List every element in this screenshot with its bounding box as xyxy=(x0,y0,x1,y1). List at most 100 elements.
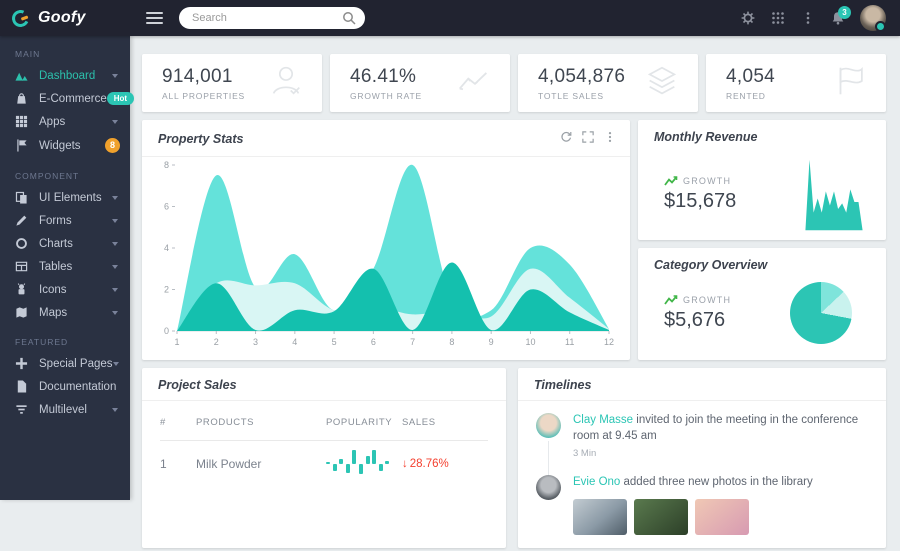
stat-text: 4,054,876 TOTLE SALES xyxy=(538,66,625,101)
chevron-down-icon xyxy=(112,407,118,412)
timeline-item: Evie Ono added three new photos in the l… xyxy=(536,475,868,551)
timeline-body: Evie Ono added three new photos in the l… xyxy=(573,475,813,535)
search-input[interactable] xyxy=(192,12,341,24)
project-sales-title: Project Sales xyxy=(158,378,237,392)
main-content: 914,001 ALL PROPERTIES 46.41% GROWTH RATE 4,… xyxy=(130,36,900,548)
svg-text:9: 9 xyxy=(489,337,494,347)
flagbig-icon xyxy=(830,62,870,105)
category-overview-amount: $5,676 xyxy=(664,308,726,331)
chart-icon xyxy=(15,69,28,82)
svg-text:8: 8 xyxy=(164,160,169,170)
sidebar-item-multilevel[interactable]: Multilevel xyxy=(0,398,130,421)
sidebar-item-tables[interactable]: Tables xyxy=(0,255,130,278)
product-name: Milk Powder xyxy=(196,457,262,471)
notifications-bell-icon[interactable]: 3 xyxy=(830,5,851,26)
chevron-down-icon xyxy=(112,310,118,315)
sidebar-item-apps[interactable]: Apps xyxy=(0,110,130,133)
sidebar-item-maps[interactable]: Maps xyxy=(0,301,130,324)
timeline-avatar xyxy=(536,413,561,438)
growth-label: GROWTH xyxy=(683,175,732,186)
column-header: # xyxy=(160,417,166,428)
menu-toggle-icon[interactable] xyxy=(146,12,163,24)
apps-grid-icon[interactable] xyxy=(770,11,785,26)
growth-label: GROWTH xyxy=(683,294,732,305)
category-overview-card: Category Overview GROWTH $5,676 xyxy=(638,248,886,360)
timeline-text: Evie Ono added three new photos in the l… xyxy=(573,476,813,489)
chevron-down-icon xyxy=(112,73,118,78)
card-menu-kebab-icon[interactable] xyxy=(604,130,616,148)
bag-icon xyxy=(15,92,28,105)
topbar: Goofy 3 xyxy=(0,0,900,36)
timeline-text: Clay Masse invited to join the meeting i… xyxy=(573,414,859,442)
refresh-icon[interactable] xyxy=(560,130,572,148)
stat-cards-row: 914,001 ALL PROPERTIES 46.41% GROWTH RATE 4,… xyxy=(142,54,886,112)
popularity-sparkline xyxy=(326,446,396,482)
settings-gear-icon[interactable] xyxy=(740,11,755,26)
expand-icon[interactable] xyxy=(582,130,594,148)
photo-thumbnail[interactable] xyxy=(573,498,627,535)
sidebar-section-label: FEATURED xyxy=(15,337,69,347)
monthly-revenue-amount: $15,678 xyxy=(664,189,737,212)
column-header: PRODUCTS xyxy=(196,417,255,428)
svg-text:11: 11 xyxy=(565,337,574,347)
sidebar-item-charts[interactable]: Charts xyxy=(0,232,130,255)
copy-icon xyxy=(15,191,28,204)
svg-text:4: 4 xyxy=(164,243,169,253)
stat-card-rented: 4,054 RENTED xyxy=(706,54,886,112)
svg-text:6: 6 xyxy=(371,337,376,347)
monthly-revenue-title: Monthly Revenue xyxy=(654,130,758,144)
photo-thumbnail[interactable] xyxy=(695,498,749,535)
stat-card-all-properties: 914,001 ALL PROPERTIES xyxy=(142,54,322,112)
sidebar-section-label: MAIN xyxy=(15,49,41,59)
column-header: POPULARITY xyxy=(326,417,393,428)
sidebar-item-special-pages[interactable]: Special Pages xyxy=(0,352,130,375)
search-icon[interactable] xyxy=(341,11,356,26)
filter-icon xyxy=(15,403,28,416)
timeline-user-link[interactable]: Clay Masse xyxy=(573,414,634,426)
sidebar-item-label: Documentation xyxy=(39,380,117,393)
table-header-row: # PRODUCTS POPULARITY SALES xyxy=(160,405,488,441)
trend-icon xyxy=(454,62,494,105)
growth-trend-icon xyxy=(664,295,678,305)
pencil-icon xyxy=(15,214,28,227)
table-row: 1 Milk Powder ↓ 28.76% xyxy=(160,441,488,487)
stat-label: TOTLE SALES xyxy=(538,90,604,101)
sidebar-item-documentation[interactable]: Documentation xyxy=(0,375,130,398)
search-bar xyxy=(179,7,365,29)
chevron-down-icon xyxy=(112,287,118,292)
photo-thumbnail[interactable] xyxy=(634,498,688,535)
doc-icon xyxy=(15,380,28,393)
timeline-user-link[interactable]: Evie Ono xyxy=(573,476,621,489)
sidebar-item-widgets[interactable]: Widgets 8 xyxy=(0,133,130,158)
timeline-avatar xyxy=(536,475,561,501)
svg-text:12: 12 xyxy=(604,337,614,347)
chevron-down-icon xyxy=(112,241,118,246)
sidebar-item-label: Icons xyxy=(39,283,67,296)
robot-icon xyxy=(15,283,28,296)
property-stats-card: Property Stats 0 2 4 6 8 1 2 3 4 5 6 7 8 9 10 11 12 xyxy=(142,120,630,360)
sidebar-item-label: Multilevel xyxy=(39,403,87,416)
map-icon xyxy=(15,306,28,319)
timeline-photos xyxy=(573,498,813,535)
app-logo[interactable]: Goofy xyxy=(0,7,130,29)
sidebar-item-label: Dashboard xyxy=(39,69,96,82)
svg-text:7: 7 xyxy=(410,337,415,347)
sidebar-item-label: Forms xyxy=(39,214,72,227)
stat-value: 4,054 xyxy=(726,65,776,87)
svg-text:3: 3 xyxy=(253,337,258,347)
timelines-card: Timelines Clay Masse invited to join the… xyxy=(518,368,886,548)
sidebar-item-dashboard[interactable]: Dashboard xyxy=(0,64,130,87)
svg-text:1: 1 xyxy=(174,337,179,347)
user-avatar[interactable] xyxy=(860,5,886,32)
timeline-list: Clay Masse invited to join the meeting i… xyxy=(518,401,886,551)
svg-text:6: 6 xyxy=(164,202,169,212)
sidebar-item-ui-elements[interactable]: UI Elements xyxy=(0,186,130,209)
sidebar-item-e-commerce[interactable]: E-Commerce Hot xyxy=(0,87,135,110)
sidebar-item-icons[interactable]: Icons xyxy=(0,278,130,301)
sidebar-item-forms[interactable]: Forms xyxy=(0,209,130,232)
sidebar-item-label: E-Commerce xyxy=(39,92,107,105)
sidebar: MAIN Dashboard E-Commerce Hot Apps Widgets 8 CO… xyxy=(0,36,135,500)
sidebar-item-label: Charts xyxy=(39,237,73,250)
more-kebab-icon[interactable] xyxy=(800,11,815,26)
